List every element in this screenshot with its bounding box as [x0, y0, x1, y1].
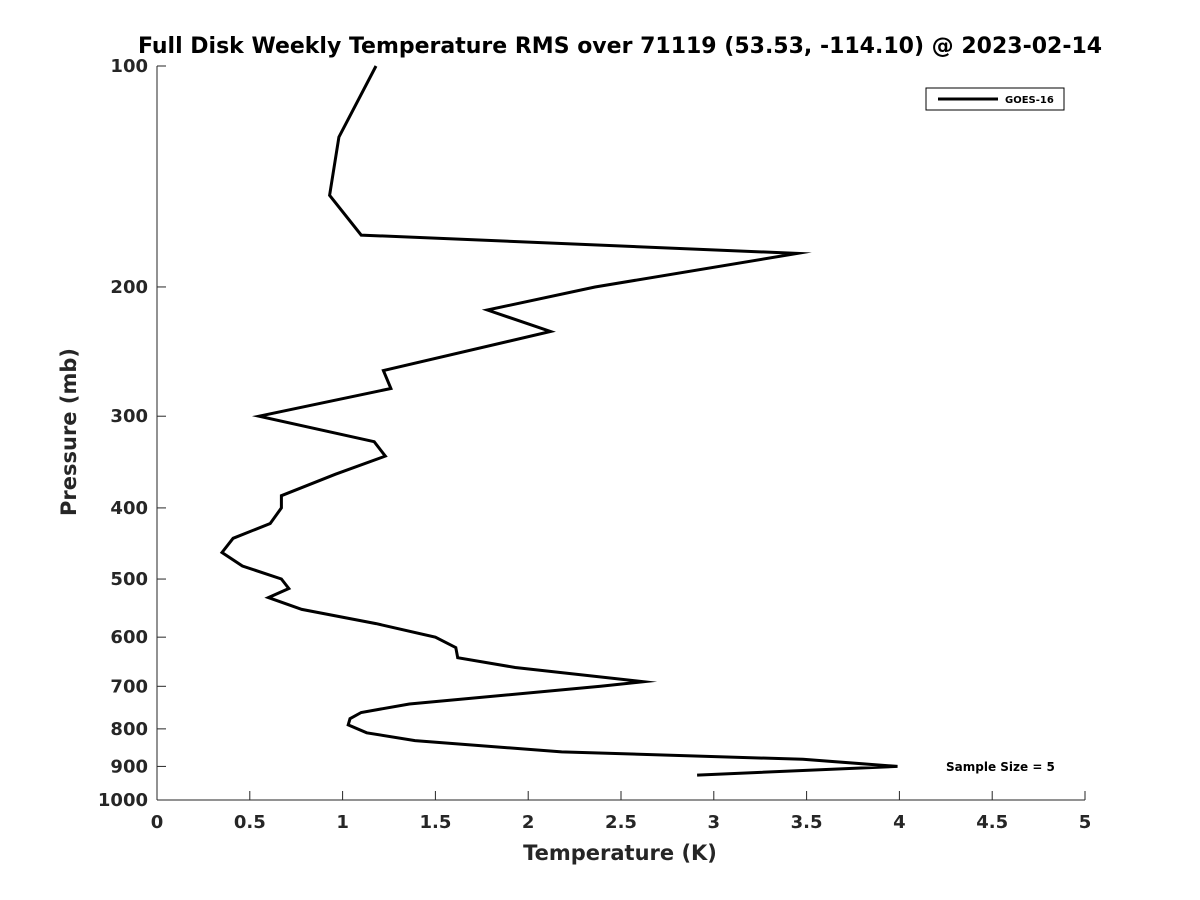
y-tick-label: 1000 [98, 790, 148, 811]
legend: GOES-16 [925, 87, 1065, 111]
x-tick-label: 0 [151, 812, 164, 833]
series-line-goes-16 [219, 65, 898, 777]
x-tick-label: 1.5 [419, 812, 451, 833]
x-tick-label: 2 [522, 812, 535, 833]
y-tick-label: 200 [110, 277, 148, 298]
x-axis-label: Temperature (K) [523, 841, 717, 865]
y-tick-label: 800 [110, 719, 148, 740]
y-tick-label: 300 [110, 406, 148, 427]
chart-title: Full Disk Weekly Temperature RMS over 71… [138, 34, 1102, 59]
series-group [219, 65, 898, 777]
x-tick-label: 2.5 [605, 812, 637, 833]
x-tick-label: 0.5 [234, 812, 266, 833]
plot-axes [156, 66, 1085, 801]
x-axis-ticks: 0 0.5 1 1.5 2 2.5 3 3.5 4 4.5 5 [151, 791, 1092, 833]
legend-label-goes-16: GOES-16 [1005, 95, 1054, 106]
y-tick-label: 700 [110, 676, 148, 697]
sample-size-annotation: Sample Size = 5 [946, 760, 1055, 774]
x-tick-label: 3 [708, 812, 721, 833]
y-tick-label: 400 [110, 498, 148, 519]
y-tick-label: 500 [110, 569, 148, 590]
x-tick-label: 4 [893, 812, 906, 833]
y-axis-label: Pressure (mb) [57, 348, 81, 516]
y-axis-ticks: 100 200 300 400 500 600 700 800 900 1000 [98, 56, 166, 811]
y-tick-label: 900 [110, 756, 148, 777]
x-tick-label: 3.5 [791, 812, 823, 833]
x-tick-label: 5 [1079, 812, 1092, 833]
x-tick-label: 4.5 [976, 812, 1008, 833]
y-tick-label: 600 [110, 627, 148, 648]
y-tick-label: 100 [110, 56, 148, 77]
x-tick-label: 1 [336, 812, 349, 833]
